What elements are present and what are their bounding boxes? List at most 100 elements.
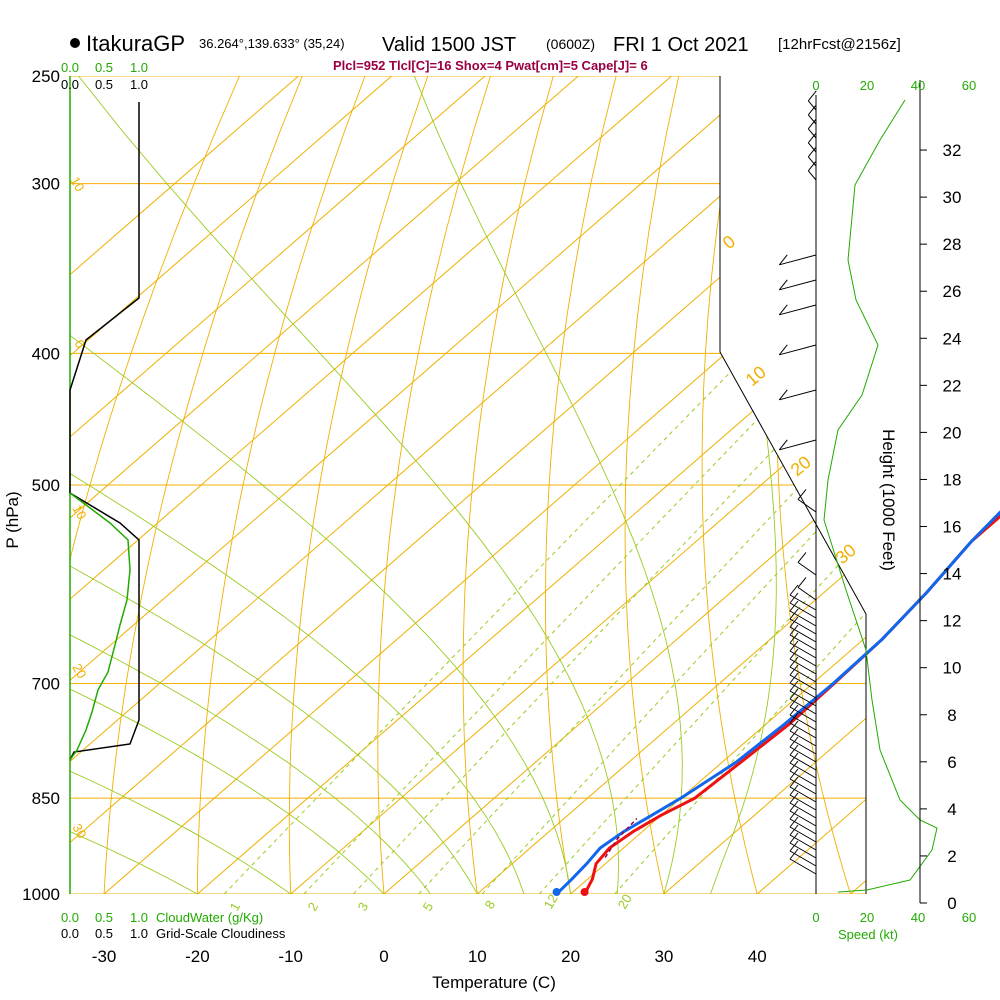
profiles (69, 102, 1000, 896)
isotherm-line (476, 76, 866, 894)
wind-barb (807, 100, 817, 111)
height-tick-label: 24 (943, 329, 962, 348)
wind-barb (789, 618, 817, 635)
stability-indices: Plcl=952 Tlcl[C]=16 Shox=4 Pwat[cm]=5 Ca… (333, 58, 648, 73)
height-tick-label: 32 (943, 141, 962, 160)
wind-barb-flag (807, 146, 817, 158)
pressure-tick-label: 1000 (22, 885, 60, 904)
wind-barb (789, 722, 817, 739)
mixing-ratio-label: 2 (305, 900, 322, 914)
wind-barb-flag (807, 132, 817, 144)
isotherm-line (197, 76, 866, 894)
wind-barb-flag (789, 632, 799, 644)
wind-barb-flag (789, 712, 799, 724)
wind-barb (789, 834, 817, 851)
wind-barb-flag (789, 720, 799, 732)
wind-barb-flag (789, 728, 799, 740)
wind-barb-flag (789, 824, 799, 836)
height-tick-label: 6 (947, 753, 956, 772)
wind-barb (789, 626, 817, 643)
valid-time: Valid 1500 JST (382, 34, 516, 56)
moist-adiabat (70, 76, 431, 894)
temperature-tick-label: 20 (561, 947, 580, 966)
height-tick-label: 30 (943, 188, 962, 207)
x-axis-title: Temperature (C) (432, 973, 556, 992)
cloudiness-tick-bottom: 0.5 (95, 926, 113, 941)
grid (69, 76, 867, 894)
temperature-tick-label: -30 (92, 947, 117, 966)
wind-barb (779, 389, 817, 401)
wind-barb-flag (778, 279, 788, 291)
valid-date: FRI 1 Oct 2021 (613, 34, 749, 56)
wind-barb (789, 666, 817, 683)
wind-barb-flag (789, 768, 799, 780)
isotherm-line (70, 76, 299, 894)
cloudiness-tick-top: 1.0 (130, 77, 148, 92)
wind-barb-flag (807, 90, 817, 102)
wind-barb-flag (807, 104, 817, 116)
wind-barb-flag (789, 616, 799, 628)
isotherm-line (103, 76, 866, 894)
dry-adiabat (70, 76, 240, 894)
height-tick-label: 4 (947, 800, 956, 819)
wind-barb (807, 114, 817, 125)
wind-barb (807, 156, 817, 167)
wind-barb (789, 858, 817, 875)
wind-barb (789, 714, 817, 731)
height-tick-label: 10 (943, 659, 962, 678)
temperature-tick-label: 10 (468, 947, 487, 966)
moist-adiabat (70, 76, 291, 894)
speed-tick-top: 0 (812, 78, 819, 93)
wind-barb (789, 690, 817, 707)
wind-barb (789, 674, 817, 691)
height-tick-label: 16 (943, 518, 962, 537)
cloudwater-tick-top: 0.0 (61, 60, 79, 75)
wind-barb-flag (789, 792, 799, 804)
wind-barb (789, 826, 817, 843)
moist-adiabat (70, 76, 525, 894)
wind-barb (789, 650, 817, 667)
wind-barb (779, 254, 817, 266)
wind-barb (779, 344, 817, 356)
speed-tick-top: 20 (860, 78, 874, 93)
dry-adiabat-label: 0 (71, 337, 88, 351)
station-name: ItakuraGP (86, 31, 185, 56)
wind-barb-flag (789, 784, 799, 796)
isotherm-line (70, 76, 393, 894)
dry-adiabat (545, 76, 617, 894)
wind-barb-flag (807, 118, 817, 130)
wind-barb (789, 810, 817, 827)
temperature-tick-label: -20 (185, 947, 210, 966)
isotherm-line (290, 76, 866, 894)
station-dot-icon (70, 38, 80, 48)
height-tick-label: 22 (943, 376, 962, 395)
height-tick-label: 8 (947, 706, 956, 725)
wind-barb (789, 818, 817, 835)
wind-barb-flag (789, 664, 799, 676)
dry-adiabat (288, 76, 429, 894)
wind-barb-flag (778, 344, 788, 356)
wind-barb (797, 586, 817, 601)
mixing-ratio-label: 12 (541, 891, 561, 911)
wind-barb (789, 746, 817, 763)
wind-barb-flag (778, 389, 788, 401)
cloudiness-tick-top: 0.5 (95, 77, 113, 92)
wind-barb-flag (789, 640, 799, 652)
surface-dewpoint-marker (552, 888, 561, 896)
wind-barb-flag (789, 672, 799, 684)
pressure-tick-label: 850 (32, 789, 60, 808)
dry-adiabat (462, 76, 554, 894)
wind-barb (789, 658, 817, 675)
speed-tick-bottom: 40 (911, 910, 925, 925)
isotherm-line (70, 76, 579, 894)
speed-tick-bottom: 60 (962, 910, 976, 925)
wind-barb-flag (778, 254, 788, 266)
wind-barb (789, 682, 817, 699)
mixing-ratio-line (614, 352, 866, 894)
cloudiness-profile (69, 102, 140, 761)
wind-barb-flag (789, 688, 799, 700)
wind-barb (789, 778, 817, 795)
wind-barb-flag (789, 832, 799, 844)
cloudiness-tick-bottom: 0.0 (61, 926, 79, 941)
